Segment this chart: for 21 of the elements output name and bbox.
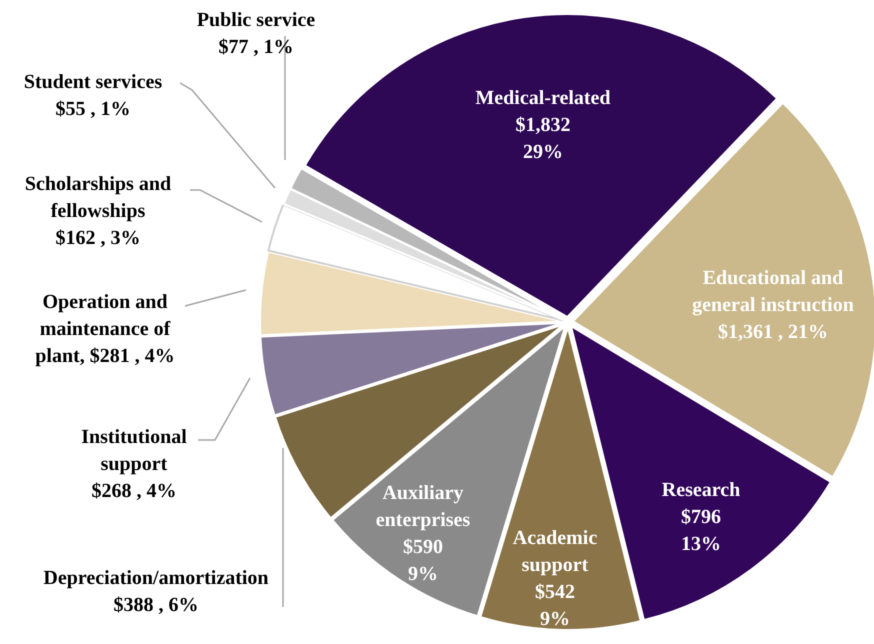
- slice-label: Educational and general instruction: [692, 267, 854, 316]
- slice-label: Depreciation/amortization: [43, 567, 269, 589]
- data-label: $590 9%: [403, 536, 443, 585]
- data-label: $542 9%: [535, 581, 575, 630]
- slice-label: Public service: [196, 9, 316, 31]
- slice-label: Research: [662, 479, 740, 501]
- slice-label: Operation and maintenance of plant, $281 , 4%: [35, 291, 175, 367]
- slice-label: Academic support: [512, 527, 598, 576]
- slice-label: Medical-related: [475, 87, 611, 109]
- slice-label: Auxiliary enterprises: [376, 482, 470, 531]
- slice-label: Student services: [24, 71, 162, 93]
- data-label: $1,361 , 21%: [718, 321, 828, 343]
- data-label: $1,832 29%: [516, 114, 570, 163]
- data-label: $388 , 6%: [114, 594, 198, 616]
- data-label: $55 , 1%: [56, 98, 130, 120]
- data-label: $162 , 3%: [56, 227, 140, 249]
- data-label: $796 13%: [681, 506, 721, 555]
- slice-label: Scholarships and fellowships: [24, 173, 172, 222]
- data-label: $268 , 4%: [92, 480, 176, 502]
- slice-label: Institutional support: [81, 426, 188, 475]
- data-label: $77 , 1%: [218, 36, 294, 58]
